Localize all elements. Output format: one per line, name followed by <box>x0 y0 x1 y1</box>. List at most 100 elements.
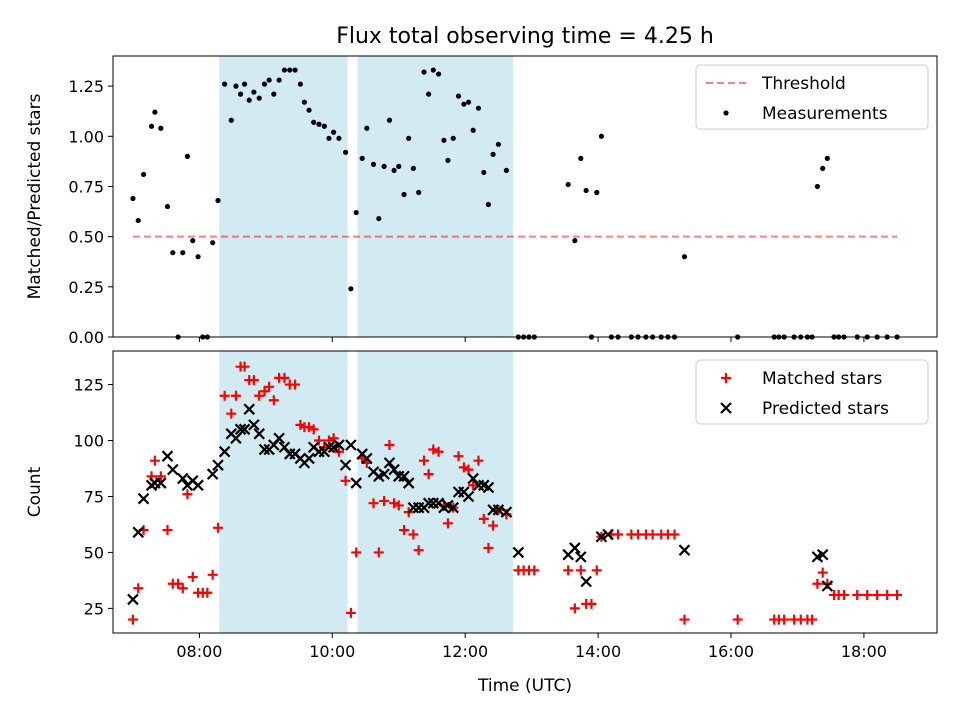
matched-star-point <box>575 565 586 576</box>
matched-star-point <box>812 578 823 589</box>
predicted-star-point <box>345 439 357 451</box>
measurement-point <box>222 81 228 87</box>
matched-star-point <box>399 525 410 536</box>
matched-star-point <box>862 589 873 600</box>
matched-star-point <box>807 614 818 625</box>
measurement-point <box>195 254 201 260</box>
measurement-point <box>246 97 252 103</box>
predicted-star-point <box>192 479 204 492</box>
measurement-point <box>370 161 377 167</box>
measurement-point <box>376 215 382 222</box>
y-tick-label: 75 <box>84 487 104 506</box>
predicted-star-point <box>323 441 335 454</box>
measurement-point <box>158 125 164 131</box>
matched-star-point <box>182 489 193 500</box>
matched-star-point <box>279 372 290 383</box>
predicted-star-point <box>500 506 513 518</box>
y-tick-label: 125 <box>73 376 104 395</box>
matched-star-point <box>368 498 379 509</box>
predicted-star-point <box>482 481 495 494</box>
matched-star-point <box>254 390 265 401</box>
measurement-point <box>391 167 397 174</box>
matched-star-point <box>732 614 743 625</box>
matched-star-point <box>586 598 597 609</box>
measurement-point <box>148 123 155 129</box>
measurement-point <box>824 155 830 161</box>
matched-star-point <box>384 440 395 450</box>
measurement-point <box>503 167 509 174</box>
predicted-star-point <box>167 463 179 476</box>
measurement-point <box>261 81 268 87</box>
matched-star-point <box>226 408 237 419</box>
measurement-point <box>276 77 282 83</box>
predicted-star-point <box>388 463 400 476</box>
y-tick-label: 100 <box>73 432 104 451</box>
matched-star-point <box>838 589 849 600</box>
measurement-point <box>416 189 422 196</box>
matched-star-point <box>679 614 690 625</box>
matched-star-point <box>483 542 494 553</box>
legend-label: Predicted stars <box>762 399 889 419</box>
matched-star-point <box>177 583 188 594</box>
legend: Threshold Measurements <box>695 64 929 130</box>
measurement-point <box>266 77 272 83</box>
x-tick-label: 18:00 <box>841 642 887 661</box>
top-panel: 0.00 0.25 0.50 0.75 1.00 1.25 Matched/Predicte… <box>25 55 938 347</box>
measurement-point <box>271 91 277 97</box>
measurement-point <box>396 163 402 169</box>
predicted-star-point <box>132 526 145 539</box>
matched-star-point <box>569 603 580 614</box>
measurement-point <box>465 99 472 105</box>
predicted-star-point <box>234 423 247 436</box>
matched-star-point <box>259 386 270 397</box>
matched-star-point <box>373 547 384 558</box>
measurement-point <box>297 81 303 87</box>
measurement-point <box>481 169 487 176</box>
measurement-point <box>180 250 186 256</box>
matched-star-point <box>591 565 602 576</box>
measurement-point <box>287 67 293 73</box>
measurement-point <box>342 149 349 155</box>
measurement-point <box>364 125 370 131</box>
matched-star-point <box>529 565 540 576</box>
measurement-point <box>140 171 147 178</box>
measurement-point <box>321 123 327 129</box>
measurement-point <box>410 165 416 171</box>
matched-star-point <box>892 589 903 600</box>
y-axis-label: Matched/Predicted stars <box>25 93 45 299</box>
predicted-star-point <box>816 548 829 561</box>
predicted-star-point <box>361 452 373 465</box>
measurement-point <box>152 109 158 115</box>
predicted-star-point <box>333 439 345 451</box>
matched-star-point <box>127 614 138 625</box>
matched-star-point <box>647 529 658 540</box>
y-tick-label: 50 <box>84 543 104 562</box>
measurement-point <box>306 107 312 113</box>
predicted-star-point <box>575 551 587 563</box>
legend-label: Measurements <box>762 104 888 124</box>
predicted-star-point <box>512 546 525 559</box>
x-axis-label: Time (UTC) <box>477 676 572 696</box>
predicted-star-point <box>206 468 219 480</box>
predicted-star-point <box>569 542 581 554</box>
measurement-point <box>233 83 239 89</box>
y-tick-label: 25 <box>84 599 104 618</box>
measurement-point <box>386 117 393 123</box>
measurement-point <box>190 238 196 244</box>
predicted-star-point <box>398 470 410 483</box>
matched-star-point <box>230 390 241 401</box>
matched-star-point <box>613 529 624 540</box>
matched-star-point <box>478 513 489 524</box>
measurement-point <box>461 101 467 107</box>
matched-star-point <box>351 547 362 558</box>
matched-star-point <box>202 587 213 598</box>
predicted-star-point <box>273 432 285 445</box>
measurement-point <box>281 67 288 73</box>
predicted-star-point <box>161 450 174 462</box>
measurement-point <box>311 119 317 125</box>
predicted-star-point <box>678 544 691 556</box>
measurement-point <box>583 187 589 194</box>
observing-interval-band <box>219 351 348 633</box>
measurement-point <box>381 163 387 169</box>
bottom-panel: 25 50 75 100 125 08:00 10:00 12:00 14:00 16:00 18:… <box>25 350 938 696</box>
